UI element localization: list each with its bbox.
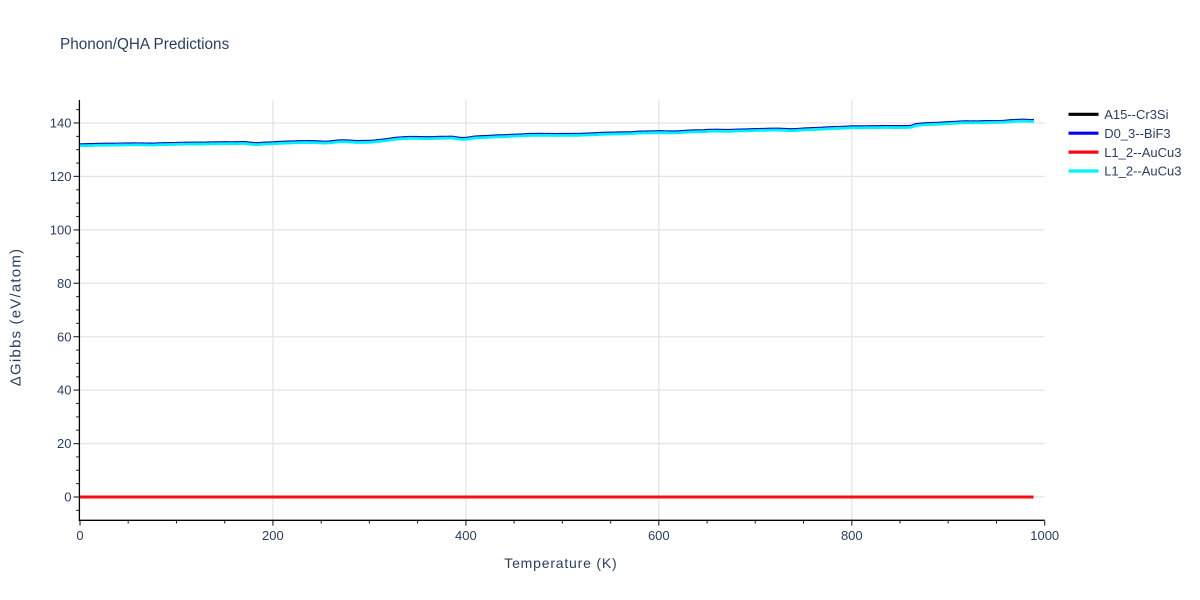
svg-text:D0_3--BiF3: D0_3--BiF3 [1104, 126, 1170, 141]
svg-text:40: 40 [57, 383, 71, 398]
svg-text:L1_2--AuCu3: L1_2--AuCu3 [1104, 164, 1181, 179]
svg-text:200: 200 [262, 528, 284, 543]
svg-text:0: 0 [64, 490, 71, 505]
svg-text:140: 140 [50, 116, 72, 131]
svg-text:20: 20 [57, 436, 71, 451]
svg-text:800: 800 [841, 528, 863, 543]
svg-text:1000: 1000 [1030, 528, 1059, 543]
svg-text:0: 0 [76, 528, 83, 543]
svg-text:100: 100 [50, 223, 72, 238]
svg-text:60: 60 [57, 329, 71, 344]
svg-text:Phonon/QHA Predictions: Phonon/QHA Predictions [60, 36, 230, 53]
svg-text:ΔGibbs (eV/atom): ΔGibbs (eV/atom) [8, 248, 25, 386]
svg-text:600: 600 [648, 528, 670, 543]
svg-text:Temperature (K): Temperature (K) [504, 555, 617, 571]
svg-text:L1_2--AuCu3: L1_2--AuCu3 [1104, 145, 1181, 160]
svg-text:80: 80 [57, 276, 71, 291]
svg-text:A15--Cr3Si: A15--Cr3Si [1104, 107, 1168, 122]
svg-text:120: 120 [50, 169, 72, 184]
svg-text:400: 400 [455, 528, 477, 543]
